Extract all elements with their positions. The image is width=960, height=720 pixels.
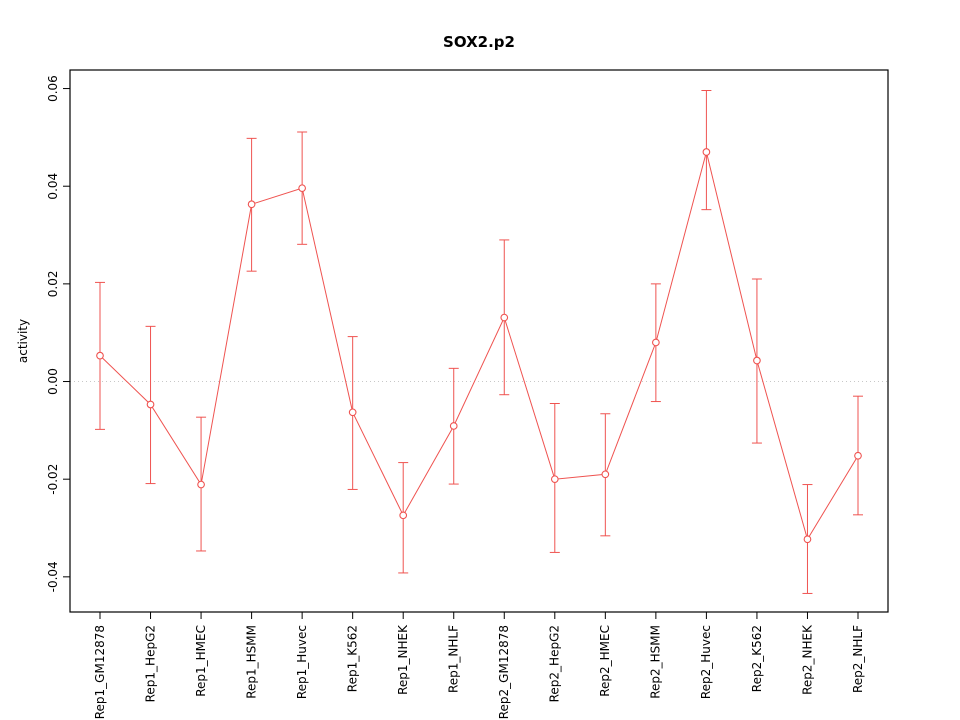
x-tick-label: Rep1_HepG2: [143, 625, 157, 702]
x-tick-label: Rep1_NHEK: [396, 624, 410, 695]
x-tick-label: Rep2_HSMM: [649, 625, 663, 699]
data-point: [146, 400, 155, 409]
plot-area: -0.04 -0.02 0.00 0.02 0.04 0.06 Rep1_GM12878 Re…: [46, 69, 889, 719]
x-tick-label: Rep2_HMEC: [598, 625, 612, 697]
data-point: [753, 356, 761, 365]
data-point: [550, 475, 559, 484]
data-point: [854, 451, 862, 460]
series-line: [99, 151, 859, 541]
x-tick-label: Rep1_K562: [346, 625, 360, 692]
x-tick-label: Rep1_HMEC: [194, 625, 208, 697]
y-tick-label: 0.06: [46, 75, 60, 102]
x-tick-label: Rep2_GM12878: [497, 625, 511, 719]
data-point: [96, 351, 104, 360]
chart-title: SOX2.p2: [443, 33, 515, 51]
x-tick-label: Rep2_Huvec: [699, 625, 713, 699]
y-tick-label: 0.02: [46, 271, 60, 298]
data-point: [298, 184, 306, 193]
data-point: [247, 200, 256, 209]
data-point: [348, 408, 357, 417]
data-point: [601, 470, 610, 479]
data-point: [803, 535, 812, 544]
y-axis-label: activity: [16, 319, 30, 363]
y-tick-label: 0.00: [46, 368, 60, 395]
x-tick-label: Rep2_K562: [750, 625, 764, 692]
x-tick-label: Rep1_Huvec: [295, 625, 309, 699]
data-point: [449, 422, 458, 430]
data-point: [500, 313, 509, 322]
x-tick-label: Rep1_HSMM: [244, 625, 258, 699]
x-tick-label: Rep1_GM12878: [93, 625, 107, 719]
data-point: [652, 338, 660, 347]
plot-border: [69, 69, 889, 613]
y-tick-label: 0.04: [46, 173, 60, 200]
x-tick-label: Rep2_NHEK: [800, 624, 814, 695]
data-point: [702, 148, 711, 156]
x-tick-label: Rep2_HepG2: [548, 625, 562, 702]
y-tick-label: -0.04: [46, 561, 60, 592]
x-tick-label: Rep2_NHLF: [851, 625, 865, 693]
data-point: [197, 480, 205, 489]
x-tick-label: Rep1_NHLF: [447, 625, 461, 693]
data-point: [399, 511, 408, 520]
y-tick-label: -0.02: [46, 464, 60, 495]
